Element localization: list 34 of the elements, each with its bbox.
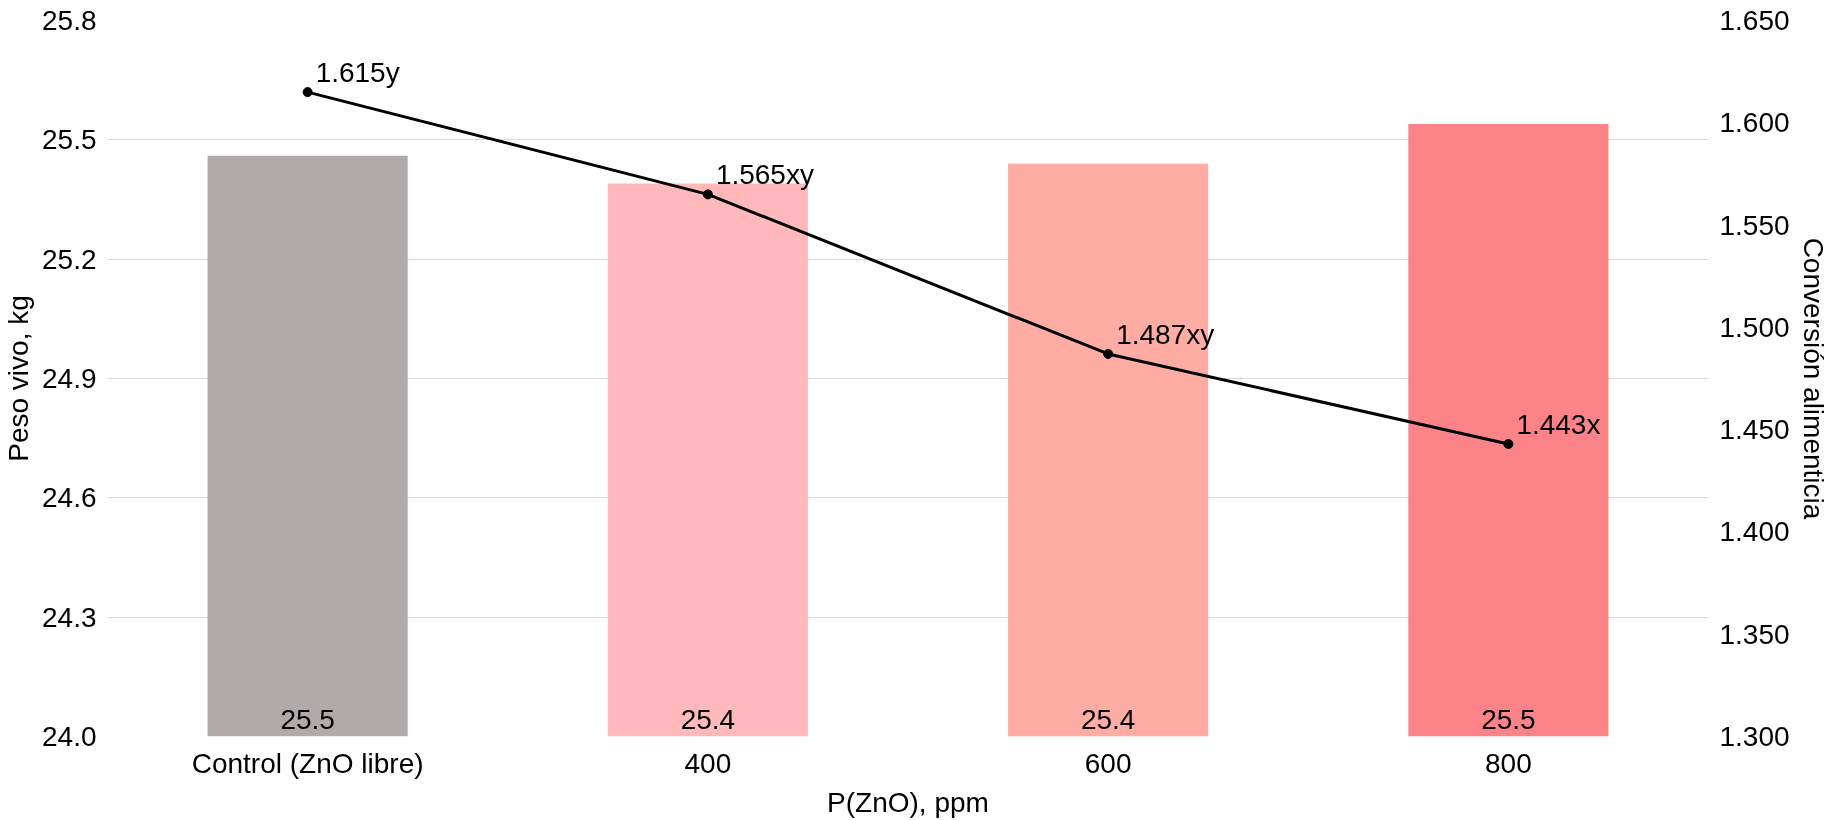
data-label: 1.565xy	[715, 159, 814, 191]
x-tick-label: 400	[684, 747, 732, 779]
y2-tick-label: 1.350	[1719, 618, 1790, 650]
y-tick-label: 25.5	[42, 124, 97, 156]
x-axis-title: P(ZnO), ppm	[827, 786, 989, 818]
data-label: 1.443x	[1516, 408, 1601, 440]
y-tick-label: 25.8	[42, 5, 97, 36]
point	[302, 87, 313, 98]
data-label: 25.4	[680, 703, 736, 735]
data-label: 1.487xy	[1116, 318, 1215, 350]
x-tick-label: 800	[1485, 747, 1532, 779]
y2-tick-label: 1.450	[1719, 414, 1790, 446]
y2-tick-label: 1.600	[1719, 107, 1790, 139]
y-axis-title: Peso vivo, kg	[3, 295, 34, 462]
y-tick-label: 24.3	[42, 601, 97, 633]
data-label: 25.5	[280, 703, 335, 735]
x-tick-label: 600	[1084, 747, 1132, 779]
x-tick-label: Control (ZnO libre)	[191, 747, 424, 779]
data-label: 1.615y	[315, 57, 400, 89]
y-tick-label: 24.6	[42, 482, 97, 514]
y2-tick-label: 1.500	[1719, 311, 1790, 343]
point	[1503, 438, 1514, 449]
y2-axis-title: Conversión alimenticia	[1797, 237, 1829, 520]
y-tick-label: 25.2	[42, 243, 97, 275]
y2-tick-label: 1.650	[1719, 5, 1790, 36]
point	[1103, 348, 1114, 359]
y-tick-label: 24.9	[42, 363, 97, 394]
data-label: 25.4	[1080, 703, 1136, 735]
data-label: 25.5	[1481, 703, 1536, 735]
y2-tick-label: 1.400	[1719, 516, 1790, 548]
point	[702, 189, 713, 200]
y-tick-label: 24.0	[42, 721, 97, 752]
y2-tick-label: 1.300	[1719, 721, 1790, 752]
y2-tick-label: 1.550	[1719, 209, 1790, 241]
